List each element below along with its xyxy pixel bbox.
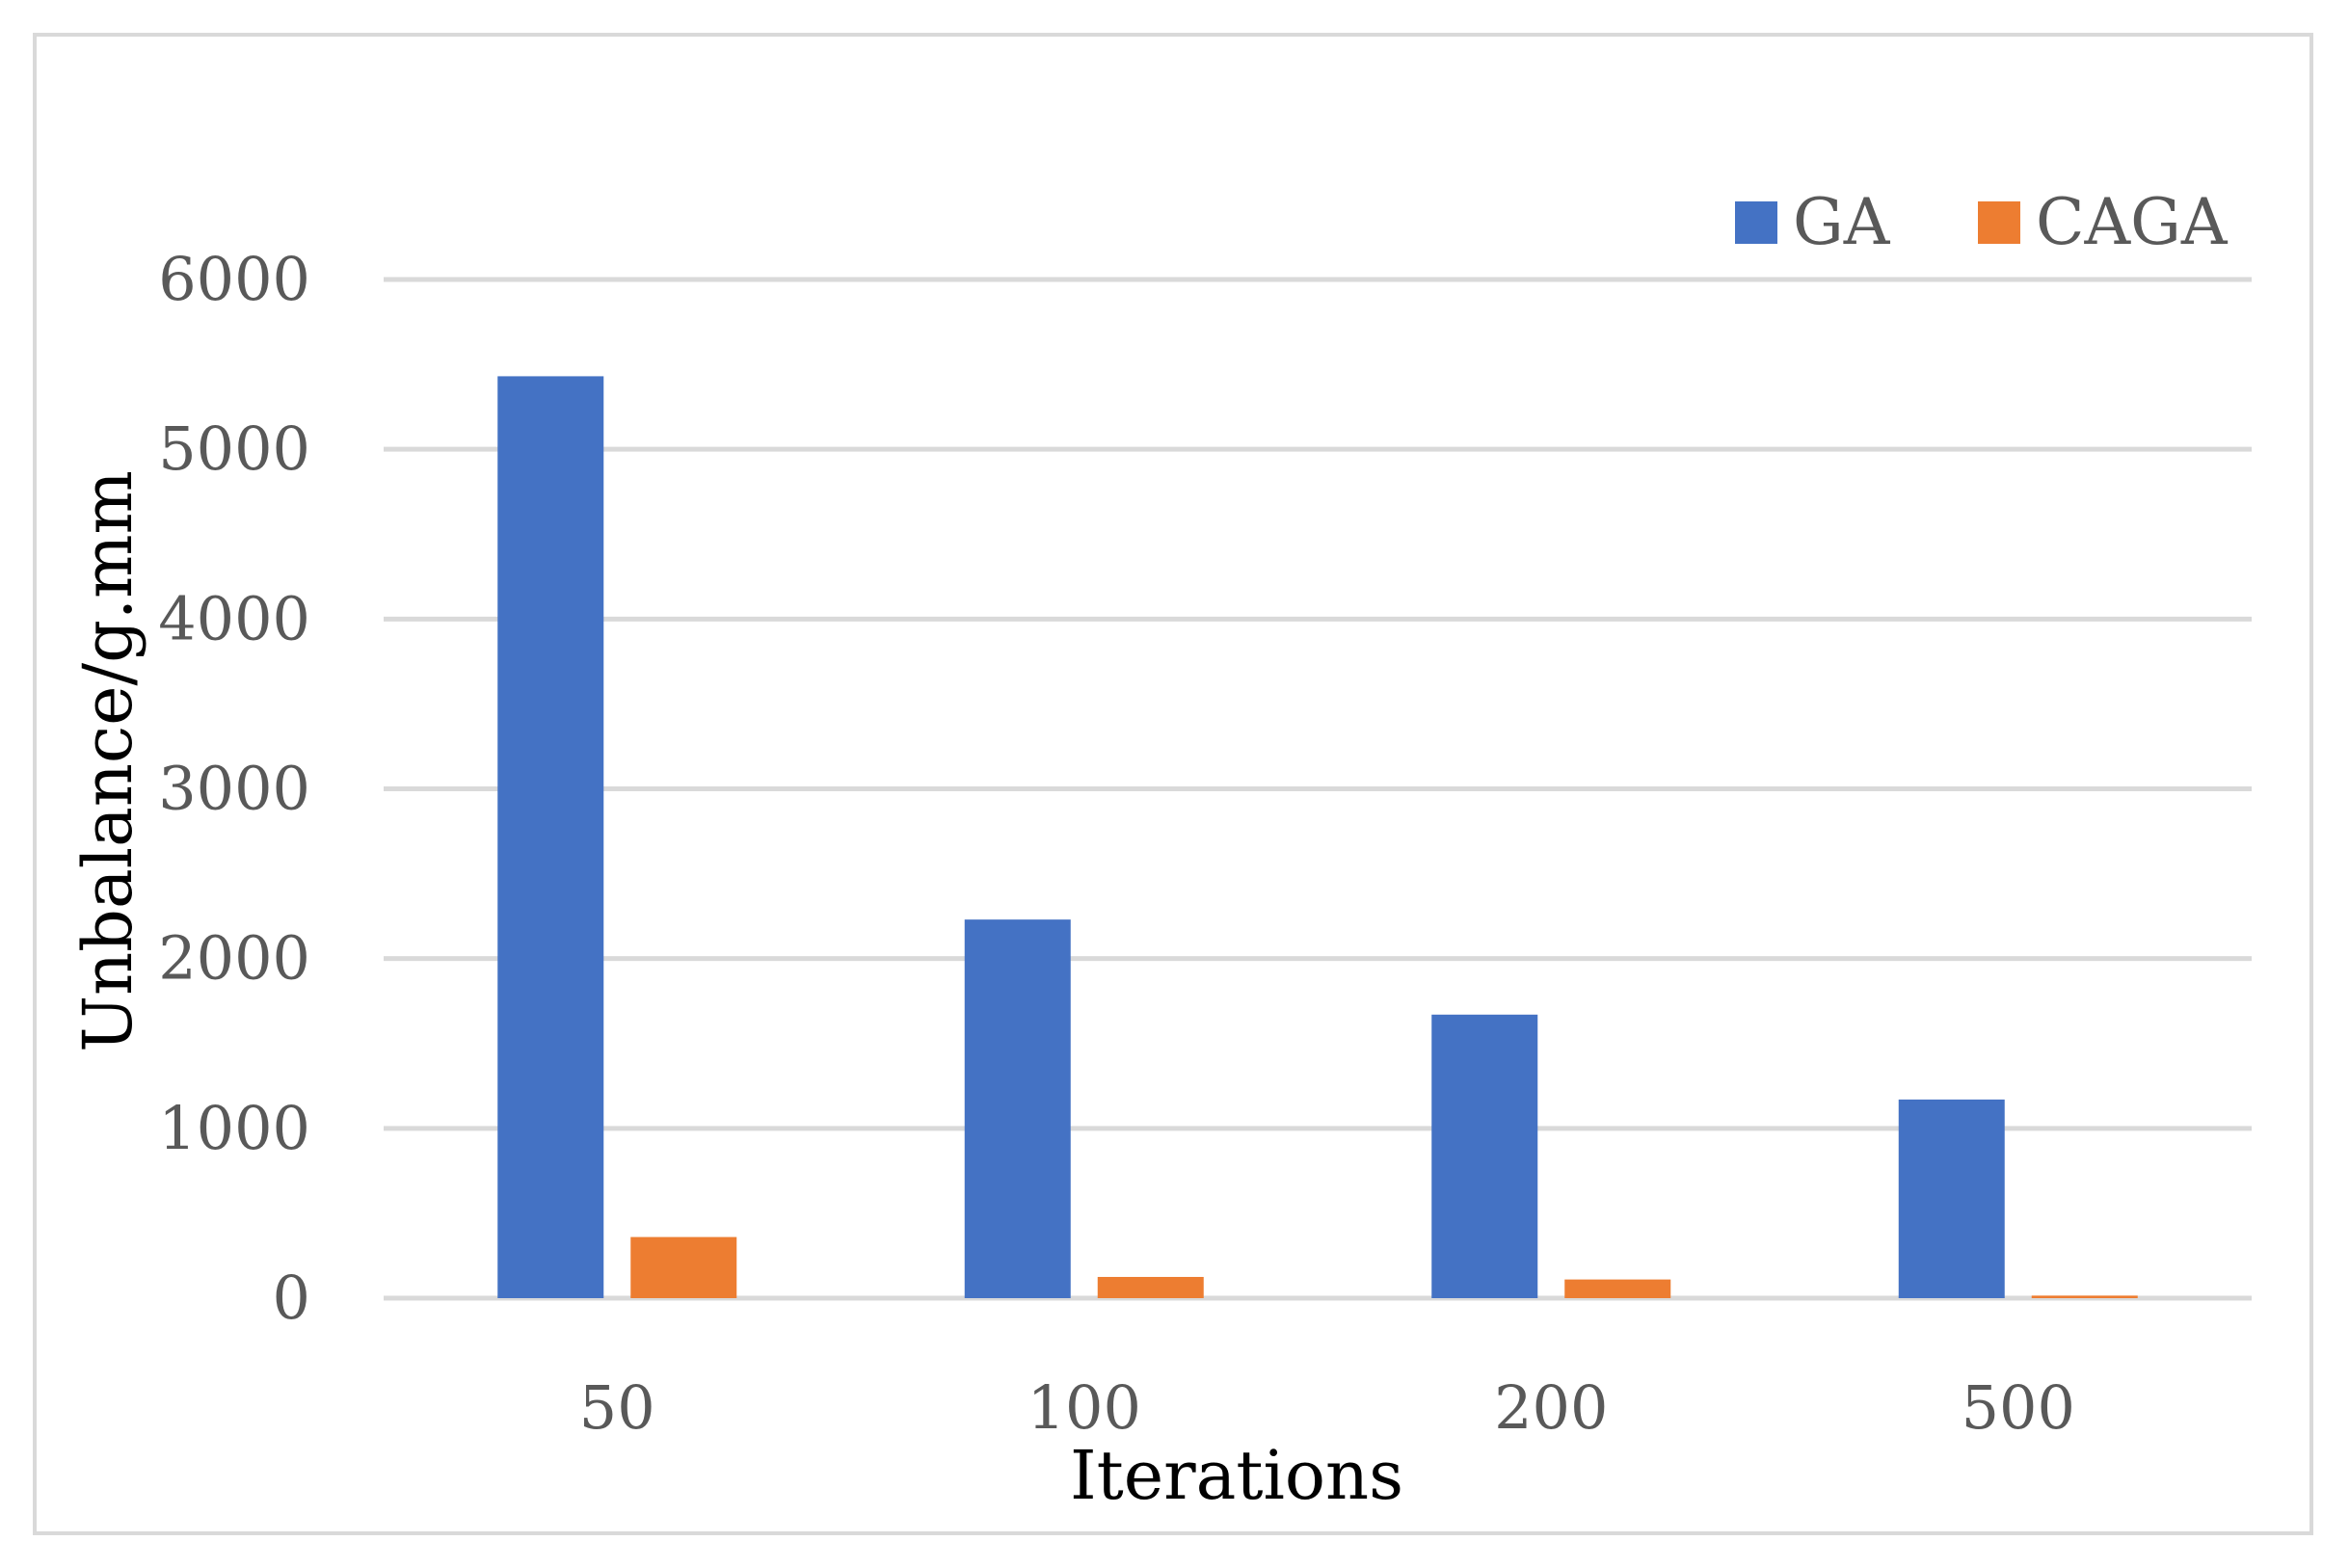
y-axis-ticks: 0 1000 2000 3000 4000 5000 6000 xyxy=(158,244,310,1333)
x-axis-ticks: 50 100 200 500 xyxy=(579,1372,2075,1443)
legend-swatch-ga xyxy=(1735,201,1777,244)
x-tick-label-200: 200 xyxy=(1494,1372,1608,1443)
bar-caga-100 xyxy=(1097,1276,1204,1298)
x-tick-label-100: 100 xyxy=(1028,1372,1141,1443)
x-tick-label-500: 500 xyxy=(1962,1372,2075,1443)
y-tick-label-0: 0 xyxy=(273,1262,310,1333)
bar-caga-200 xyxy=(1564,1279,1671,1298)
y-tick-label-4000: 4000 xyxy=(158,583,310,653)
bar-ga-50 xyxy=(497,376,604,1298)
y-tick-label-6000: 6000 xyxy=(158,244,310,314)
x-tick-label-50: 50 xyxy=(579,1372,655,1443)
legend-label-caga: CAGA xyxy=(2036,185,2229,259)
legend-label-ga: GA xyxy=(1793,185,1891,259)
bars xyxy=(497,376,2138,1298)
bar-ga-200 xyxy=(1431,1014,1538,1298)
bar-ga-500 xyxy=(1898,1099,2005,1298)
y-axis-title: Unbalance/g.mm xyxy=(68,470,147,1052)
bar-ga-100 xyxy=(964,919,1071,1298)
y-tick-label-3000: 3000 xyxy=(158,754,310,824)
legend: GA CAGA xyxy=(1735,185,2229,259)
legend-swatch-caga xyxy=(1978,201,2020,244)
bar-caga-500 xyxy=(2031,1295,2138,1298)
y-tick-label-1000: 1000 xyxy=(158,1093,310,1163)
y-tick-label-2000: 2000 xyxy=(158,923,310,994)
x-axis-title: Iterations xyxy=(1070,1436,1403,1515)
bar-caga-50 xyxy=(630,1236,737,1298)
y-tick-label-5000: 5000 xyxy=(158,413,310,484)
